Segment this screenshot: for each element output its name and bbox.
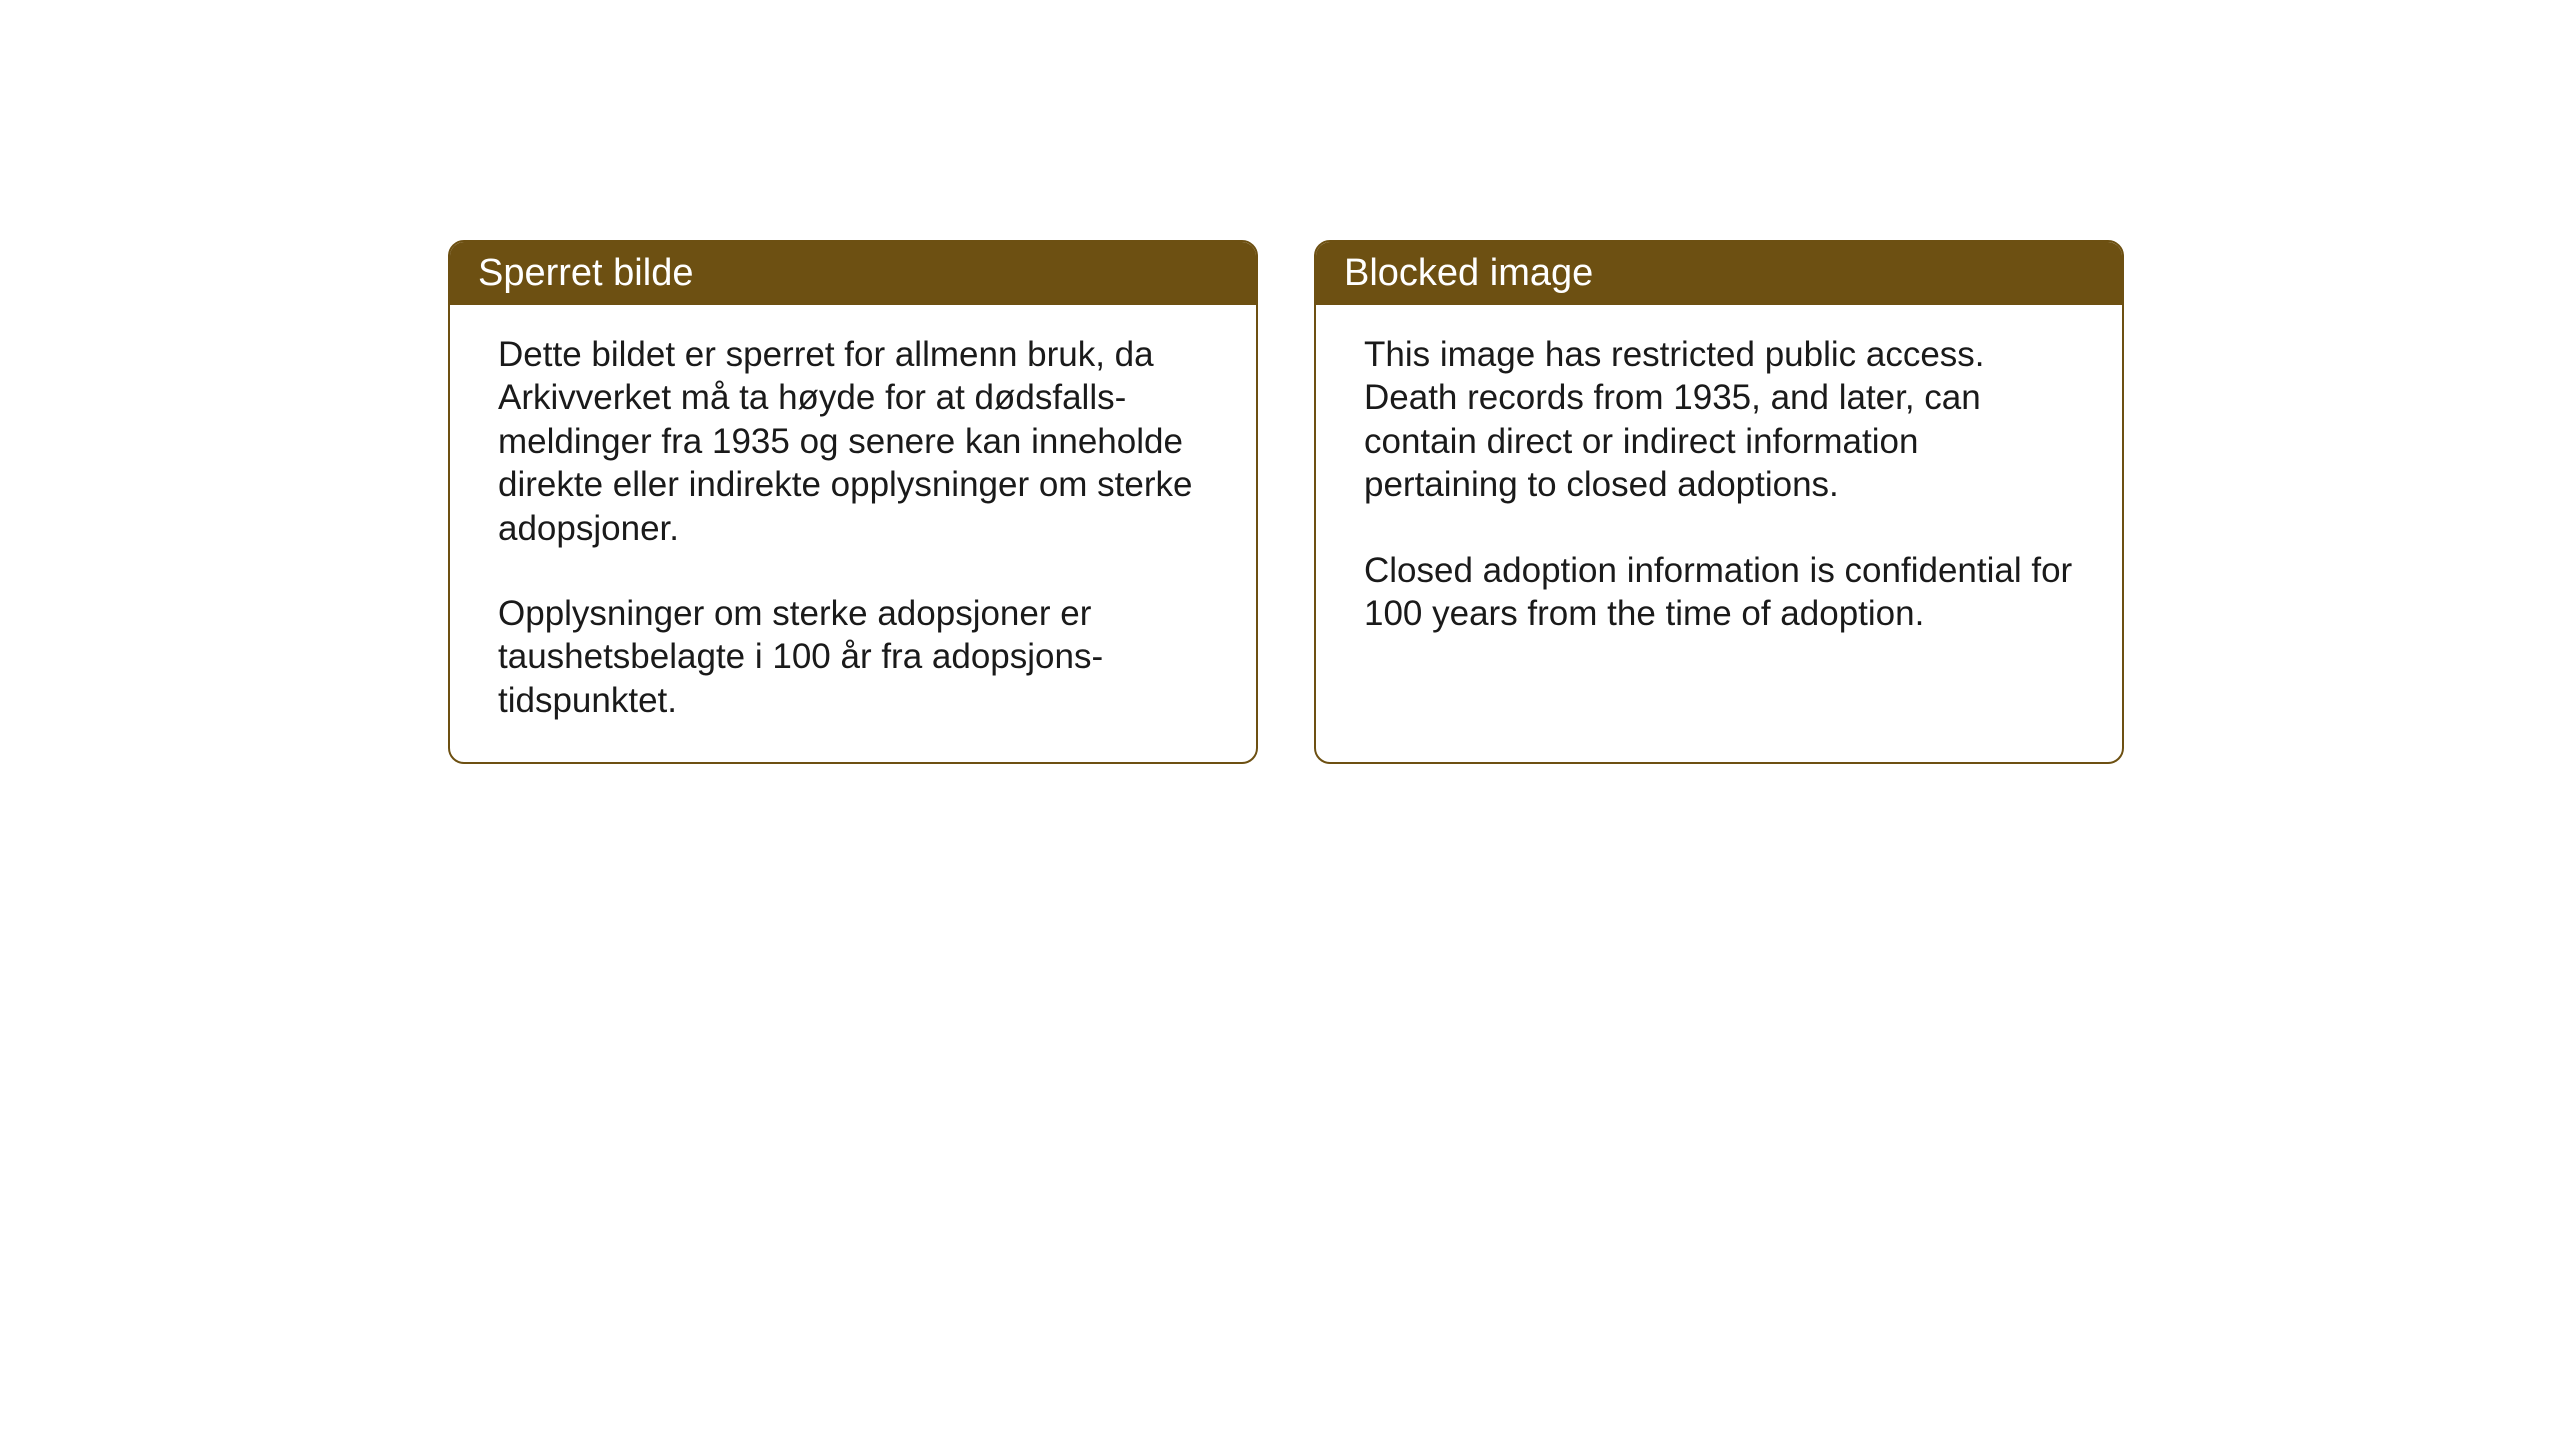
body-paragraph-2-english: Closed adoption information is confident… xyxy=(1364,549,2074,636)
body-paragraph-1-english: This image has restricted public access.… xyxy=(1364,333,2074,507)
cards-container: Sperret bilde Dette bildet er sperret fo… xyxy=(0,0,2560,764)
card-title-english: Blocked image xyxy=(1344,252,1593,294)
card-header-english: Blocked image xyxy=(1316,242,2122,305)
card-title-norwegian: Sperret bilde xyxy=(478,252,693,294)
card-header-norwegian: Sperret bilde xyxy=(450,242,1256,305)
card-english: Blocked image This image has restricted … xyxy=(1314,240,2124,764)
card-norwegian: Sperret bilde Dette bildet er sperret fo… xyxy=(448,240,1258,764)
body-paragraph-1-norwegian: Dette bildet er sperret for allmenn bruk… xyxy=(498,333,1208,550)
body-paragraph-2-norwegian: Opplysninger om sterke adopsjoner er tau… xyxy=(498,592,1208,722)
card-body-english: This image has restricted public access.… xyxy=(1316,305,2122,745)
card-body-norwegian: Dette bildet er sperret for allmenn bruk… xyxy=(450,305,1256,762)
